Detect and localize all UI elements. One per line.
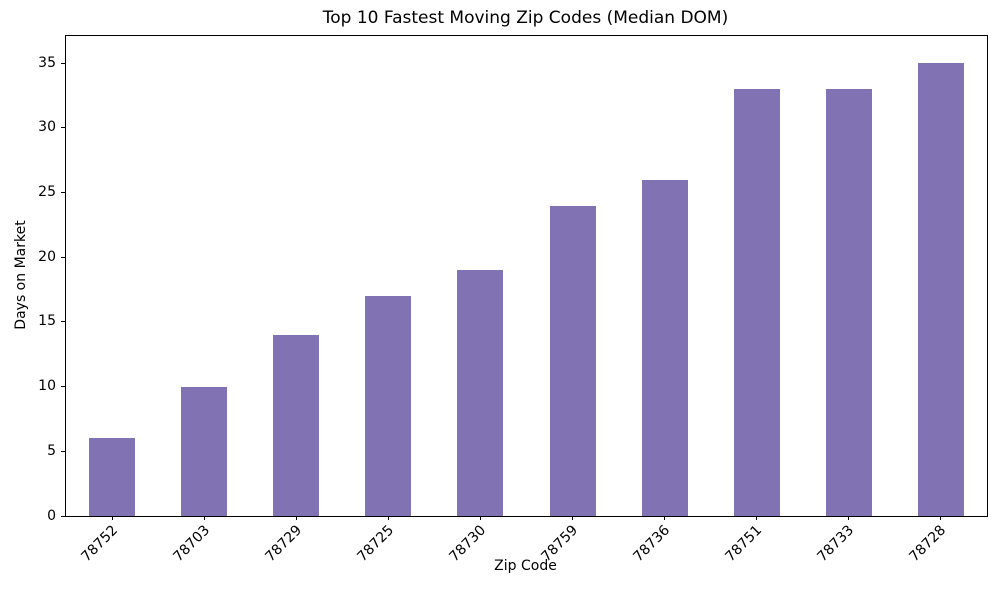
x-tick-mark xyxy=(848,516,850,520)
bar-78730 xyxy=(457,270,504,516)
y-tick-mark xyxy=(61,256,65,258)
y-tick-label: 30 xyxy=(38,119,56,136)
y-tick-mark xyxy=(61,515,65,517)
y-tick-label: 10 xyxy=(38,378,56,395)
y-tick-label: 25 xyxy=(38,184,56,201)
bar-78733 xyxy=(825,89,872,516)
chart-title: Top 10 Fastest Moving Zip Codes (Median … xyxy=(322,8,729,28)
bar-78728 xyxy=(917,63,964,516)
y-tick-mark xyxy=(61,192,65,194)
x-tick-mark xyxy=(111,516,113,520)
x-tick-mark xyxy=(756,516,758,520)
bar-78752 xyxy=(89,438,136,516)
y-tick-label: 5 xyxy=(47,442,56,459)
bar-78725 xyxy=(365,296,412,516)
y-tick-label: 35 xyxy=(38,54,56,71)
x-tick-mark xyxy=(940,516,942,520)
bar-78759 xyxy=(549,205,596,516)
bar-78751 xyxy=(733,89,780,516)
y-axis-label: Days on Market xyxy=(13,220,29,330)
bar-78736 xyxy=(641,179,688,516)
y-tick-mark xyxy=(61,386,65,388)
x-tick-mark xyxy=(572,516,574,520)
x-axis-label: Zip Code xyxy=(494,558,557,574)
y-tick-mark xyxy=(61,321,65,323)
y-tick-mark xyxy=(61,127,65,129)
x-tick-mark xyxy=(203,516,205,520)
y-tick-label: 20 xyxy=(38,248,56,265)
x-tick-mark xyxy=(387,516,389,520)
y-tick-mark xyxy=(61,450,65,452)
x-tick-mark xyxy=(479,516,481,520)
x-tick-mark xyxy=(295,516,297,520)
bar-78729 xyxy=(273,334,320,516)
plot-area: 0 5 10 15 20 25 30 35 78752 78703 78729 78725 78730 7… xyxy=(38,35,988,565)
y-tick-mark xyxy=(61,62,65,64)
y-tick-label: 0 xyxy=(47,507,56,524)
bar-78703 xyxy=(181,386,228,516)
y-tick-label: 15 xyxy=(38,313,56,330)
x-tick-mark xyxy=(664,516,666,520)
